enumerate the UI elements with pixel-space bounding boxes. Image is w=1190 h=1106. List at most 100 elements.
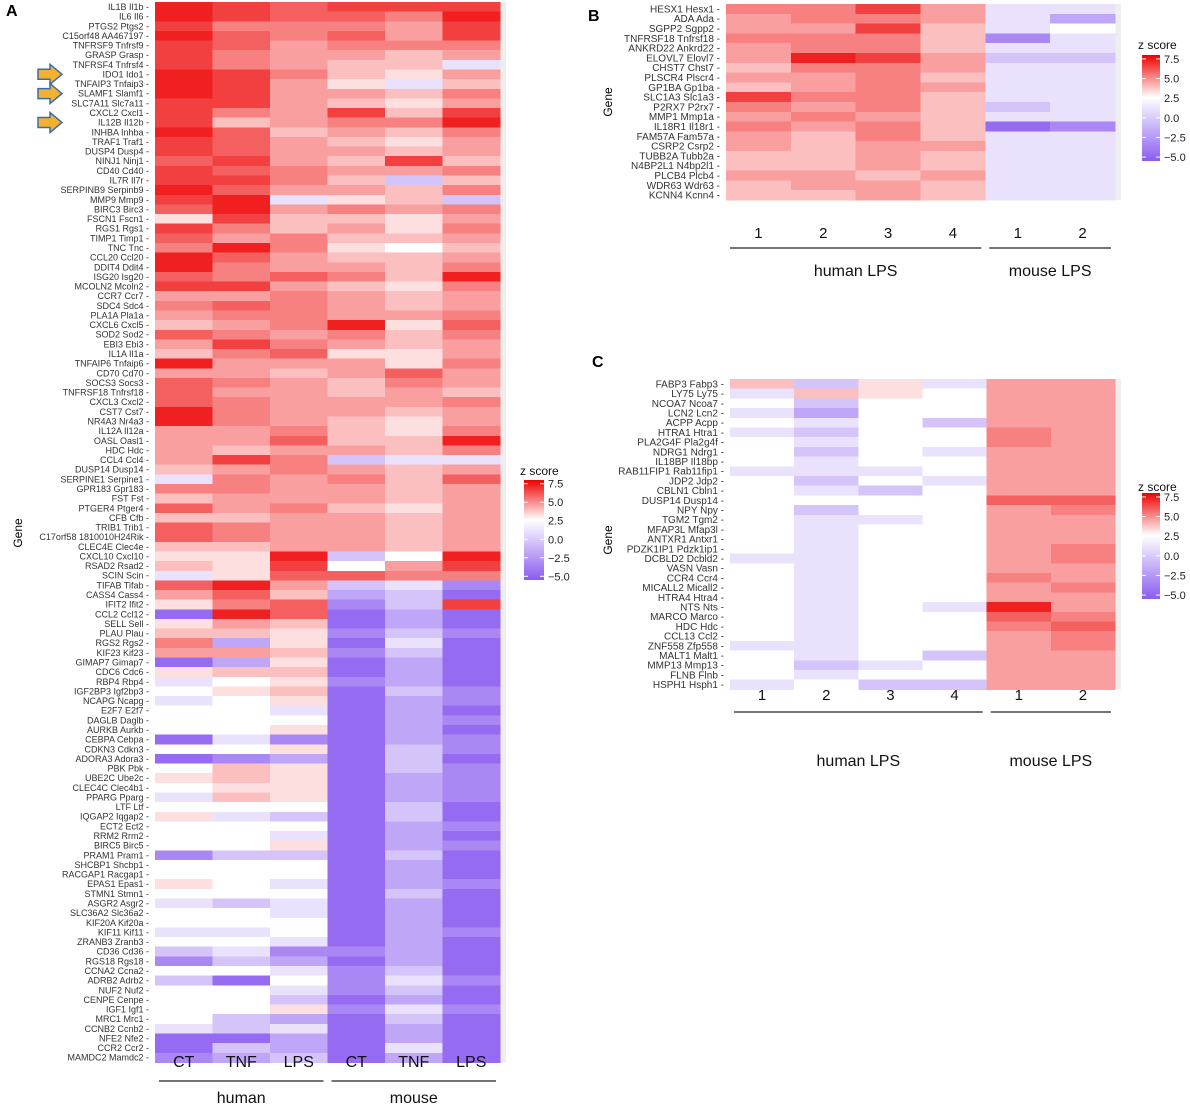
- heatmap-panel-c: C Gene FABP3 Fabp3 -LY75 Ly75 -NCOA7 Nco…: [592, 354, 1186, 770]
- heatmap-cell: [922, 679, 988, 690]
- gene-label: JDP2 Jdp2 -: [669, 476, 724, 487]
- heatmap-cell: [442, 214, 501, 225]
- heatmap-cell: [327, 349, 386, 360]
- gene-label: HDC Hdc -: [105, 445, 149, 455]
- heatmap-cell: [327, 175, 386, 186]
- heatmap-cell: [794, 437, 859, 448]
- heatmap-cell: [794, 553, 859, 564]
- heatmap-cell: [790, 43, 857, 54]
- heatmap-cell: [270, 127, 329, 138]
- heatmap-cell: [858, 524, 924, 535]
- heatmap-cell: [794, 427, 859, 438]
- heatmap-cell: [155, 541, 214, 553]
- heatmap-cell: [212, 1014, 271, 1025]
- gene-label: MALT1 Malt1 -: [659, 651, 724, 662]
- heatmap-cell: [858, 563, 924, 574]
- heatmap-cell: [155, 194, 214, 206]
- heatmap-cell: [212, 136, 271, 148]
- heatmap-cell: [442, 734, 501, 745]
- heatmap-cell: [442, 1014, 501, 1025]
- gene-labels-b: HESX1 Hesx1 -ADA Ada -SGPP2 Sgpp2 -TNFRS…: [624, 4, 720, 201]
- heatmap-cell: [986, 417, 1052, 429]
- gene-label: IL18R1 Il18r1 -: [654, 122, 720, 133]
- heatmap-cell: [442, 753, 501, 765]
- gene-label: FAM57A Fam57a -: [637, 132, 720, 143]
- heatmap-cell: [442, 802, 501, 813]
- heatmap-cell: [985, 23, 1051, 34]
- heatmap-cell: [385, 243, 444, 254]
- heatmap-cell: [327, 503, 386, 514]
- heatmap-cell: [730, 476, 795, 487]
- heatmap-cell: [385, 406, 444, 418]
- gene-label: NINJ1 Ninj1 -: [95, 156, 149, 166]
- heatmap-cell: [212, 281, 271, 292]
- heatmap-cell: [794, 640, 859, 652]
- heatmap-cell: [212, 69, 271, 80]
- heatmap-cell: [385, 11, 444, 22]
- heatmap-cell: [212, 811, 271, 822]
- heatmap-cell: [270, 88, 329, 99]
- heatmap-cell: [270, 1043, 329, 1054]
- heatmap-cell: [155, 647, 214, 659]
- gene-label: CXCL6 Cxcl5 -: [89, 320, 149, 330]
- heatmap-cell: [155, 223, 214, 234]
- heatmap-cell: [212, 705, 271, 716]
- heatmap-cell: [327, 2, 386, 13]
- heatmap-cell: [730, 621, 795, 632]
- heatmap-cell: [858, 476, 924, 487]
- heatmap-cell: [155, 831, 214, 842]
- heatmap-cell: [212, 561, 271, 572]
- heatmap-cell: [726, 82, 792, 93]
- gene-labels-a: IL1B Il1b -IL6 Il6 -PTGS2 Ptgs2 -C15orf4…: [39, 2, 149, 1063]
- gene-label: ISG20 Isg20 -: [93, 272, 149, 282]
- heatmap-cell: [442, 320, 501, 331]
- heatmap-cell: [270, 686, 329, 697]
- heatmap-cell: [270, 859, 329, 871]
- heatmap-cell: [794, 514, 859, 526]
- heatmap-cell: [986, 631, 1052, 642]
- gene-label: GP1BA Gp1ba -: [648, 83, 720, 94]
- heatmap-cell: [155, 358, 214, 369]
- heatmap-cell: [855, 23, 922, 34]
- heatmap-cell: [270, 493, 329, 504]
- heatmap-cell: [270, 599, 329, 610]
- heatmap-cell: [327, 773, 386, 784]
- heatmap-cell: [385, 1052, 444, 1063]
- heatmap-cell: [327, 464, 386, 475]
- gene-label: PTGS2 Ptgs2 -: [88, 21, 149, 31]
- heatmap-cell: [385, 753, 444, 765]
- heatmap-cell: [730, 660, 795, 671]
- heatmap-cell: [442, 551, 501, 562]
- heatmap-cell: [726, 160, 792, 172]
- heatmap-cell: [922, 650, 988, 661]
- gene-label: CCR2 Ccr2 -: [97, 1043, 149, 1053]
- heatmap-cell: [385, 994, 444, 1006]
- heatmap-cell: [327, 368, 386, 379]
- heatmap-cell: [327, 715, 386, 726]
- gene-label: DDIT4 Ddit4 -: [94, 262, 149, 272]
- heatmap-cell: [270, 1033, 329, 1044]
- gene-label: IDO1 Ido1 -: [102, 69, 149, 79]
- heatmap-cell: [155, 927, 214, 938]
- heatmap-cell: [1050, 446, 1116, 458]
- heatmap-cell: [858, 379, 924, 390]
- heatmap-cell: [327, 590, 386, 601]
- heatmap-cell: [1050, 170, 1116, 181]
- heatmap-cell: [790, 92, 857, 103]
- heatmap-cell: [855, 131, 922, 142]
- heatmap-cells-c: [730, 379, 1121, 690]
- heatmap-cell: [270, 281, 329, 292]
- heatmap-cell: [155, 416, 214, 427]
- heatmap-cell: [442, 985, 501, 996]
- gene-label: TNFRSF9 Tnfrsf9 -: [73, 41, 149, 51]
- gene-label: WDR63 Wdr63 -: [647, 181, 720, 192]
- heatmap-cell: [1050, 131, 1116, 142]
- heatmap-cell: [986, 670, 1052, 681]
- gene-label: SERPINE1 Serpine1 -: [60, 474, 149, 484]
- heatmap-cell: [442, 40, 501, 51]
- heatmap-cell: [922, 660, 988, 671]
- heatmap-cell: [327, 946, 386, 957]
- heatmap-cell: [270, 696, 329, 707]
- heatmap-cell: [1050, 141, 1116, 152]
